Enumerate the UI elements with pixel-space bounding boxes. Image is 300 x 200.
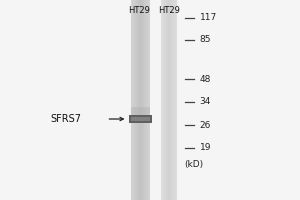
Text: HT29: HT29: [158, 6, 179, 15]
Bar: [145, 0, 146, 200]
Text: 48: 48: [200, 74, 211, 84]
Bar: [143, 0, 144, 200]
Text: (kD): (kD): [184, 160, 204, 168]
Bar: [136, 0, 137, 200]
Bar: [132, 0, 133, 200]
Bar: [147, 0, 148, 200]
Bar: [130, 117, 150, 121]
Bar: [146, 0, 147, 200]
Text: HT29: HT29: [129, 6, 150, 15]
Bar: [138, 0, 139, 200]
Text: 19: 19: [200, 144, 211, 152]
Bar: [144, 0, 145, 200]
Bar: [137, 0, 138, 200]
Bar: [141, 0, 142, 200]
Text: 34: 34: [200, 98, 211, 106]
Bar: [140, 0, 141, 200]
Bar: [130, 0, 131, 200]
Bar: [131, 0, 132, 200]
Bar: [134, 0, 135, 200]
Bar: [133, 0, 134, 200]
Text: SFRS7: SFRS7: [50, 114, 81, 124]
Bar: [149, 0, 150, 200]
Bar: [128, 115, 152, 123]
Text: 117: 117: [200, 14, 217, 22]
Bar: [142, 0, 143, 200]
Bar: [130, 107, 150, 115]
Text: 26: 26: [200, 120, 211, 130]
Text: 85: 85: [200, 36, 211, 45]
Bar: [139, 0, 140, 200]
Bar: [135, 0, 136, 200]
Bar: [148, 0, 149, 200]
